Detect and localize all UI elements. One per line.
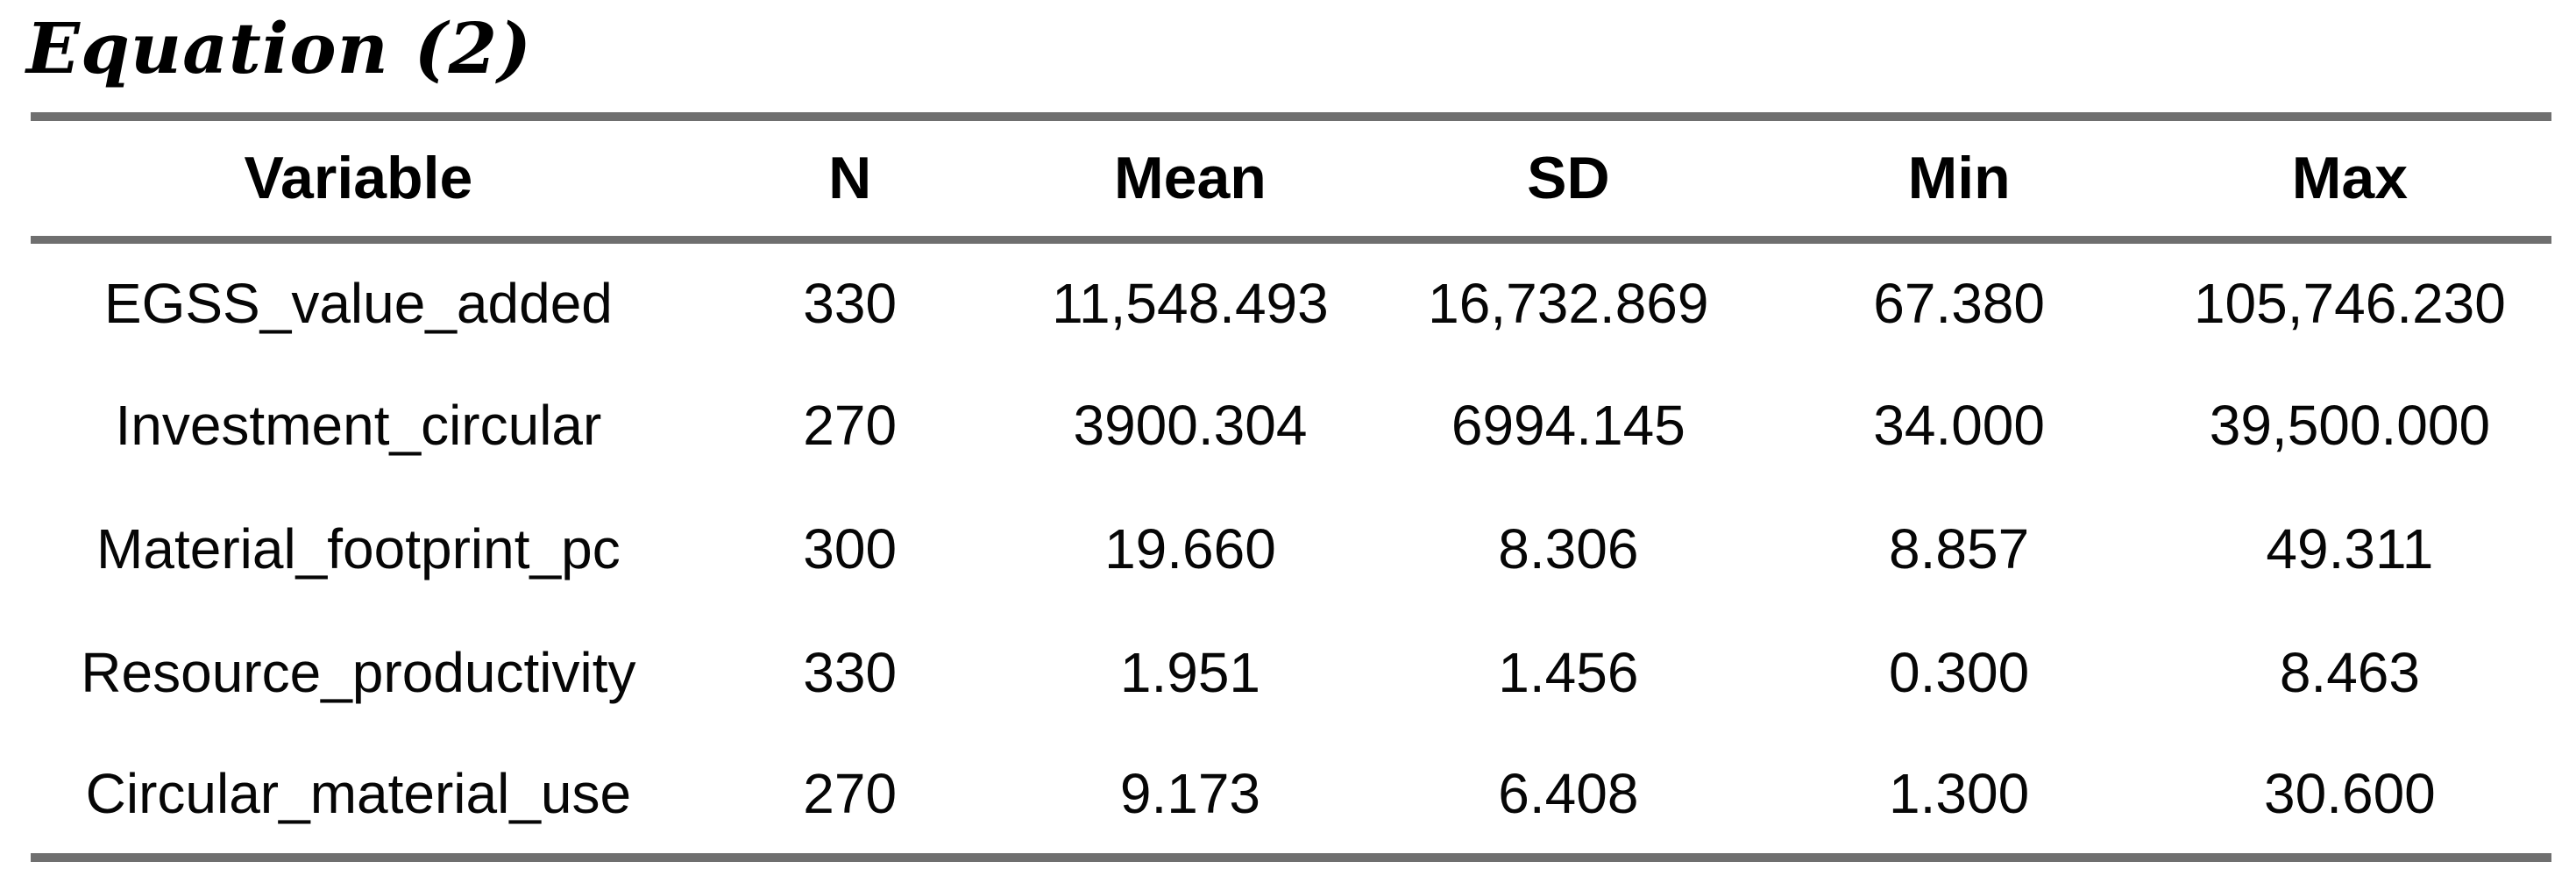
cell-mean: 9.173 — [1119, 762, 1261, 825]
cell-variable: Resource_productivity — [81, 640, 636, 704]
col-header-variable: Variable — [31, 117, 686, 244]
col-header-mean: Mean — [1013, 117, 1367, 244]
cell-min: 8.857 — [1889, 516, 2030, 580]
cell-mean: 11,548.493 — [1052, 271, 1329, 335]
cell-min: 34.000 — [1873, 393, 2045, 457]
cell-variable: Circular_material_use — [85, 762, 632, 825]
cell-mean: 3900.304 — [1073, 393, 1308, 457]
cell-max: 8.463 — [2279, 640, 2420, 704]
cell-max: 49.311 — [2266, 516, 2434, 580]
cell-sd: 1.456 — [1498, 640, 1639, 704]
cell-min: 67.380 — [1873, 271, 2045, 335]
cell-sd: 16,732.869 — [1428, 271, 1709, 335]
cell-mean: 1.951 — [1119, 640, 1261, 704]
cell-sd: 6994.145 — [1451, 393, 1685, 457]
cell-sd: 8.306 — [1498, 516, 1639, 580]
equation-caption: Equation (2) — [26, 7, 532, 89]
cell-max: 30.600 — [2264, 762, 2436, 825]
table-row: Investment_circular 270 3900.304 6994.14… — [31, 363, 2551, 487]
cell-n: 330 — [803, 271, 898, 335]
table-row: Circular_material_use 270 9.173 6.408 1.… — [31, 734, 2551, 858]
cell-sd: 6.408 — [1498, 762, 1639, 825]
cell-min: 1.300 — [1889, 762, 2030, 825]
cell-variable: Material_footprint_pc — [96, 516, 621, 580]
cell-max: 39,500.000 — [2209, 393, 2491, 457]
header-row: Variable N Mean SD Min Max — [31, 117, 2551, 244]
table-row: EGSS_value_added 330 11,548.493 16,732.8… — [31, 239, 2551, 363]
cell-n: 270 — [803, 393, 898, 457]
cell-mean: 19.660 — [1104, 516, 1276, 580]
table-row: Resource_productivity 330 1.951 1.456 0.… — [31, 610, 2551, 734]
table-row: Material_footprint_pc 300 19.660 8.306 8… — [31, 487, 2551, 610]
cell-n: 300 — [803, 516, 898, 580]
col-header-sd: SD — [1366, 117, 1771, 244]
col-header-max: Max — [2147, 117, 2551, 244]
descriptive-statistics-table: Variable N Mean SD Min Max EGSS_value_ad… — [31, 112, 2551, 862]
cell-n: 270 — [803, 762, 898, 825]
cell-variable: Investment_circular — [115, 393, 602, 457]
cell-min: 0.300 — [1889, 640, 2030, 704]
cell-n: 330 — [803, 640, 898, 704]
cell-variable: EGSS_value_added — [103, 271, 613, 335]
col-header-min: Min — [1770, 117, 2148, 244]
col-header-n: N — [685, 117, 1014, 244]
cell-max: 105,746.230 — [2193, 271, 2506, 335]
